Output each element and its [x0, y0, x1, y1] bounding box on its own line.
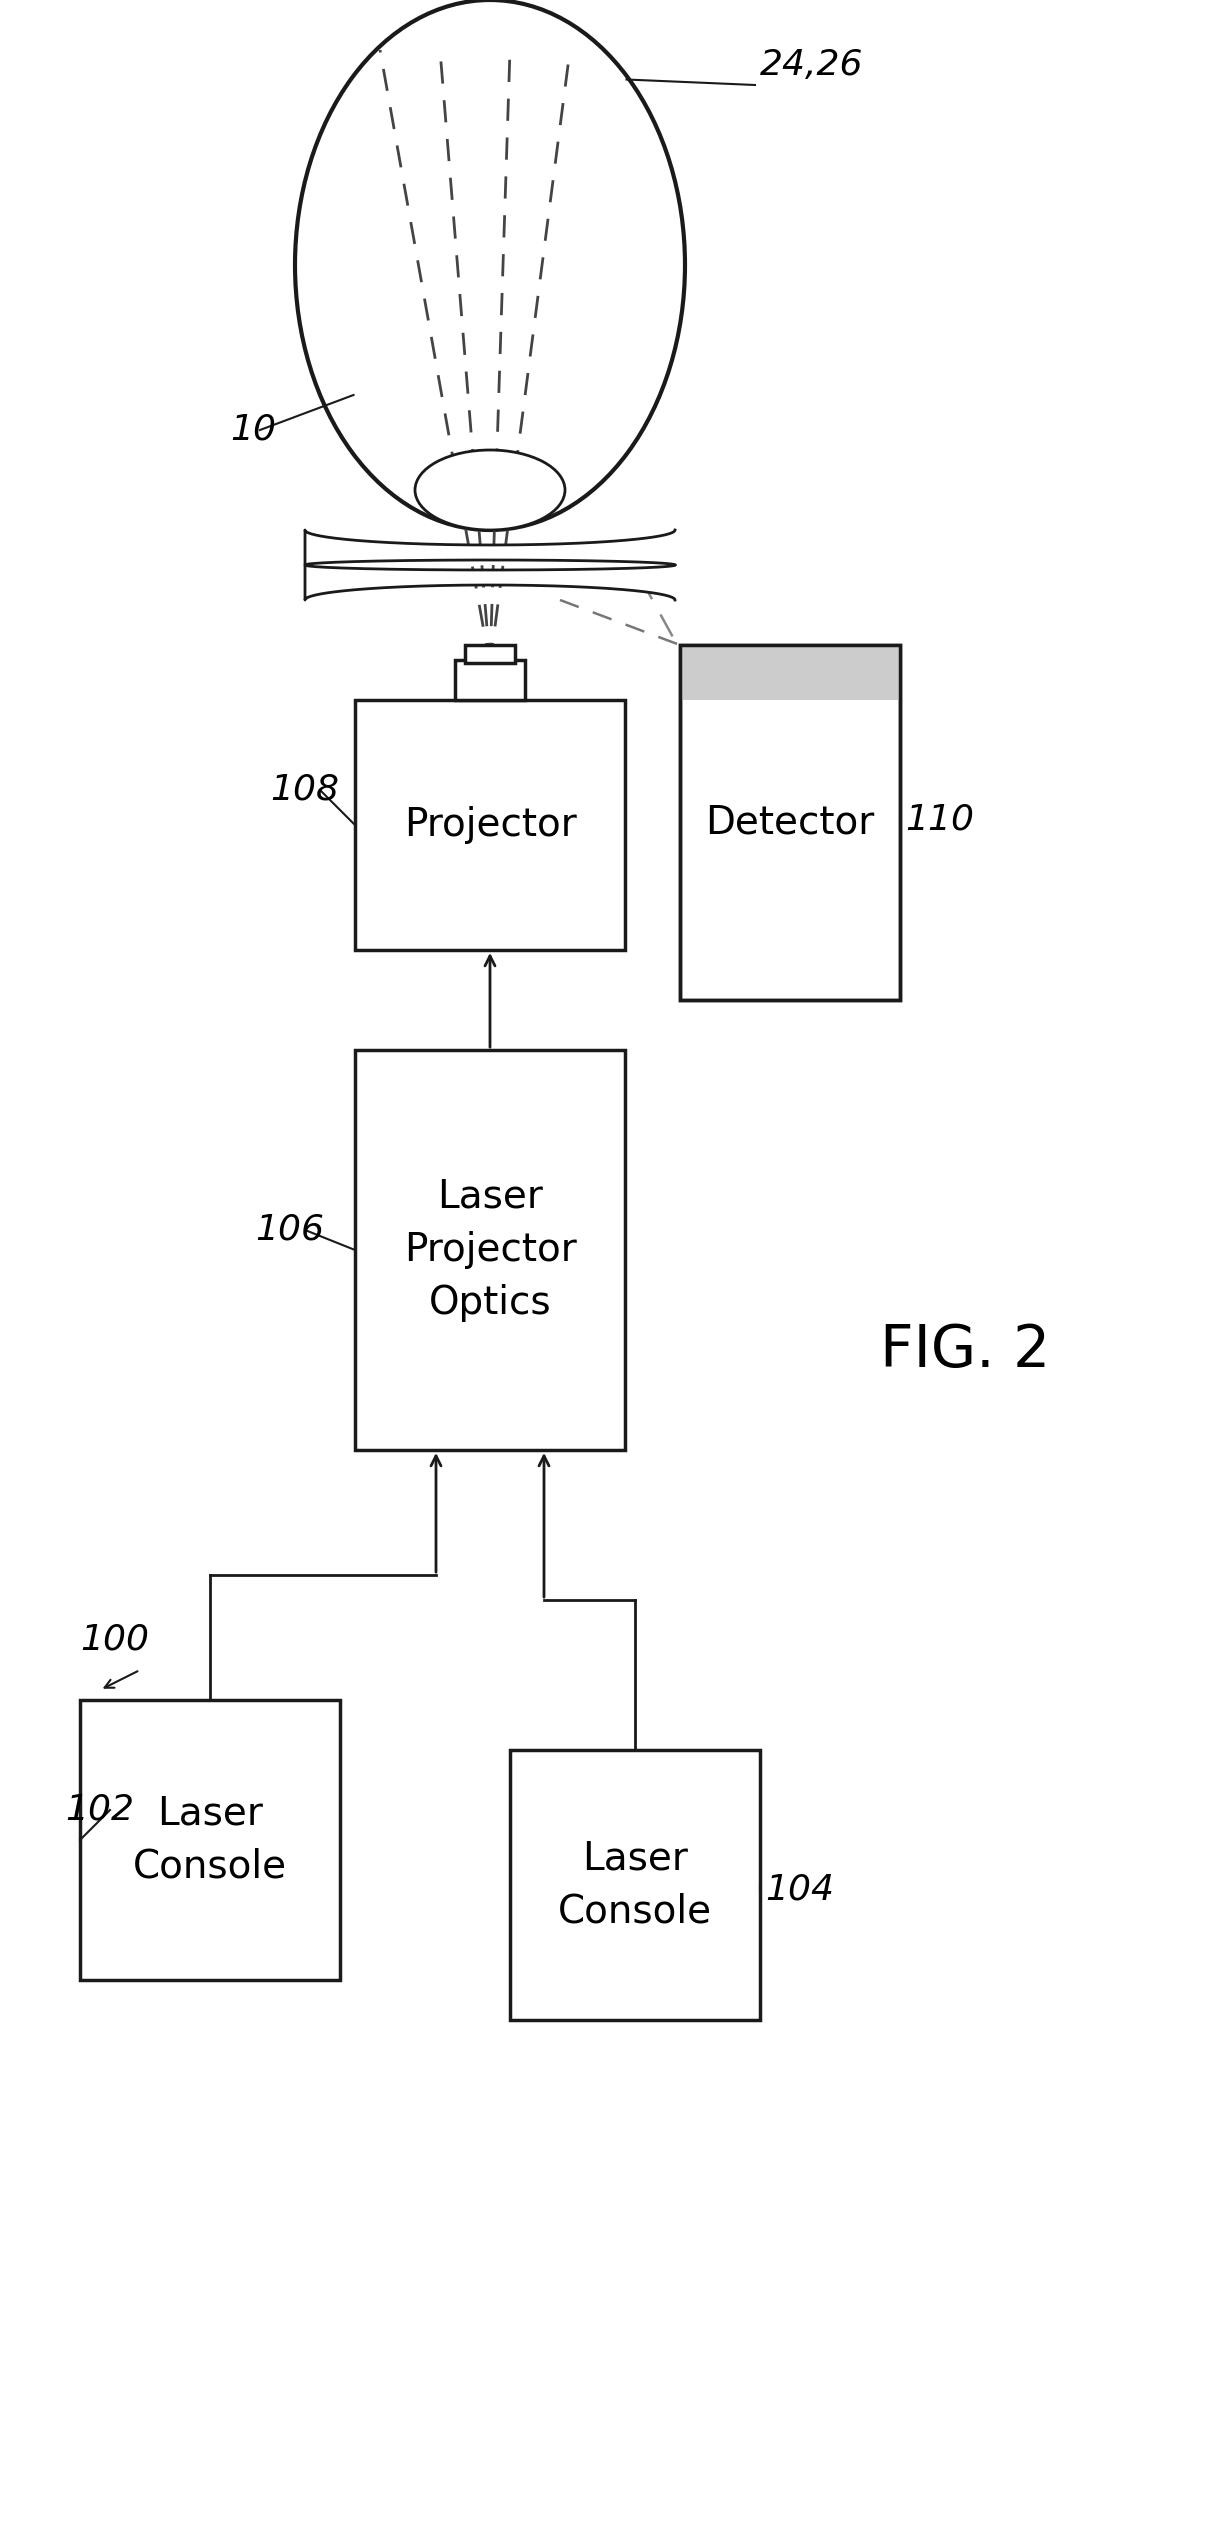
Bar — [680, 645, 900, 1001]
Text: 106: 106 — [255, 1213, 324, 1248]
Text: Laser
Console: Laser Console — [558, 1840, 712, 1931]
Text: Laser
Projector
Optics: Laser Projector Optics — [404, 1177, 576, 1321]
Text: 102: 102 — [65, 1792, 134, 1828]
Text: 108: 108 — [270, 774, 339, 807]
Ellipse shape — [295, 0, 685, 529]
Polygon shape — [305, 565, 675, 600]
Bar — [455, 661, 525, 701]
Bar — [680, 645, 900, 701]
Bar — [355, 1051, 625, 1450]
Ellipse shape — [415, 451, 565, 529]
Polygon shape — [305, 529, 675, 565]
Text: 10: 10 — [230, 413, 276, 446]
Bar — [510, 1750, 759, 2019]
Bar — [680, 645, 900, 1001]
Bar — [81, 1699, 339, 1979]
Text: 104: 104 — [766, 1873, 834, 1906]
Text: Detector: Detector — [706, 804, 874, 842]
Text: Laser
Console: Laser Console — [133, 1795, 287, 1886]
Text: 110: 110 — [905, 804, 974, 837]
Text: FIG. 2: FIG. 2 — [880, 1321, 1050, 1379]
Text: Projector: Projector — [404, 807, 576, 845]
Text: 100: 100 — [81, 1624, 149, 1656]
Bar — [465, 645, 515, 663]
Bar — [355, 701, 625, 950]
Text: 24,26: 24,26 — [759, 48, 863, 83]
